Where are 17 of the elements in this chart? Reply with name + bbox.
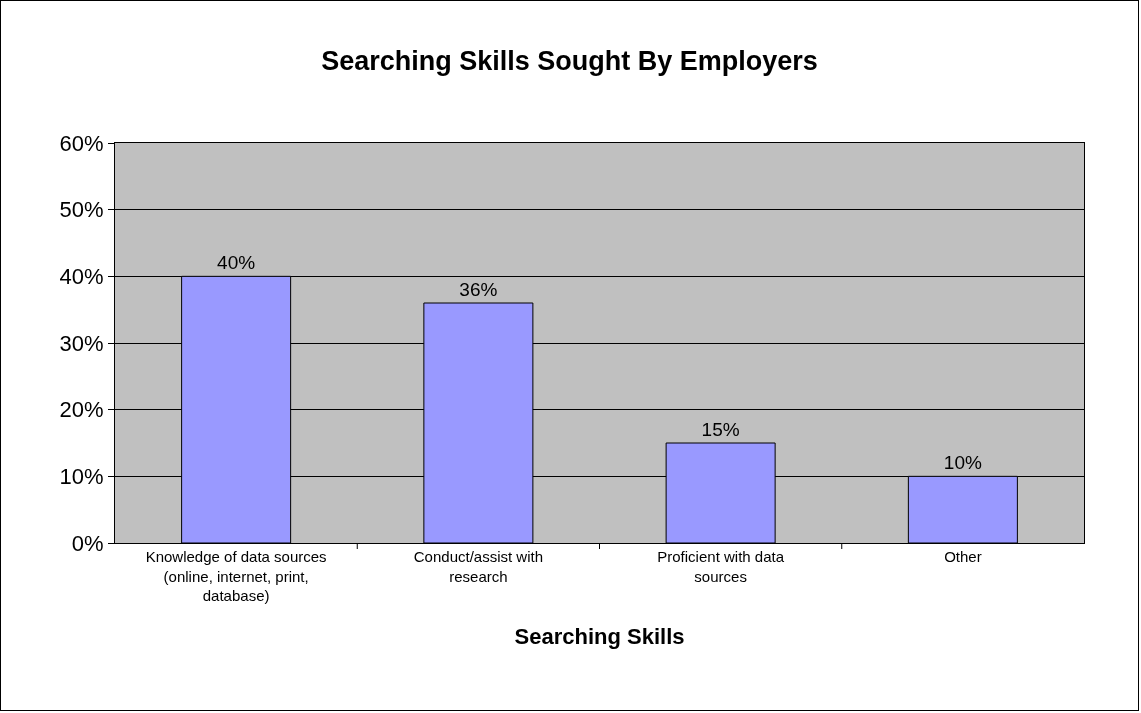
x-tick-label: Proficient with data sources	[657, 548, 785, 585]
data-label: 10%	[943, 452, 982, 474]
y-tick-label: 60%	[59, 130, 104, 156]
y-tick-label: 0%	[71, 530, 104, 556]
x-tick-label: Other	[944, 548, 982, 565]
data-label: 15%	[701, 419, 740, 440]
y-tick-label: 40%	[59, 264, 104, 290]
chart-title: Searching Skills Sought By Employers	[321, 45, 818, 76]
y-tick-label: 50%	[59, 197, 104, 223]
y-tick-label: 10%	[59, 464, 104, 490]
y-tick-label: 20%	[59, 397, 104, 423]
data-label: 36%	[459, 279, 498, 300]
x-axis-title: Searching Skills	[514, 623, 685, 649]
x-tick-label: Conduct/assist with research	[413, 548, 543, 585]
x-tick-label: Knowledge of data sources (online, internet, print, database)	[145, 548, 327, 604]
data-label: 40%	[217, 252, 256, 274]
y-tick-label: 30%	[59, 330, 104, 356]
